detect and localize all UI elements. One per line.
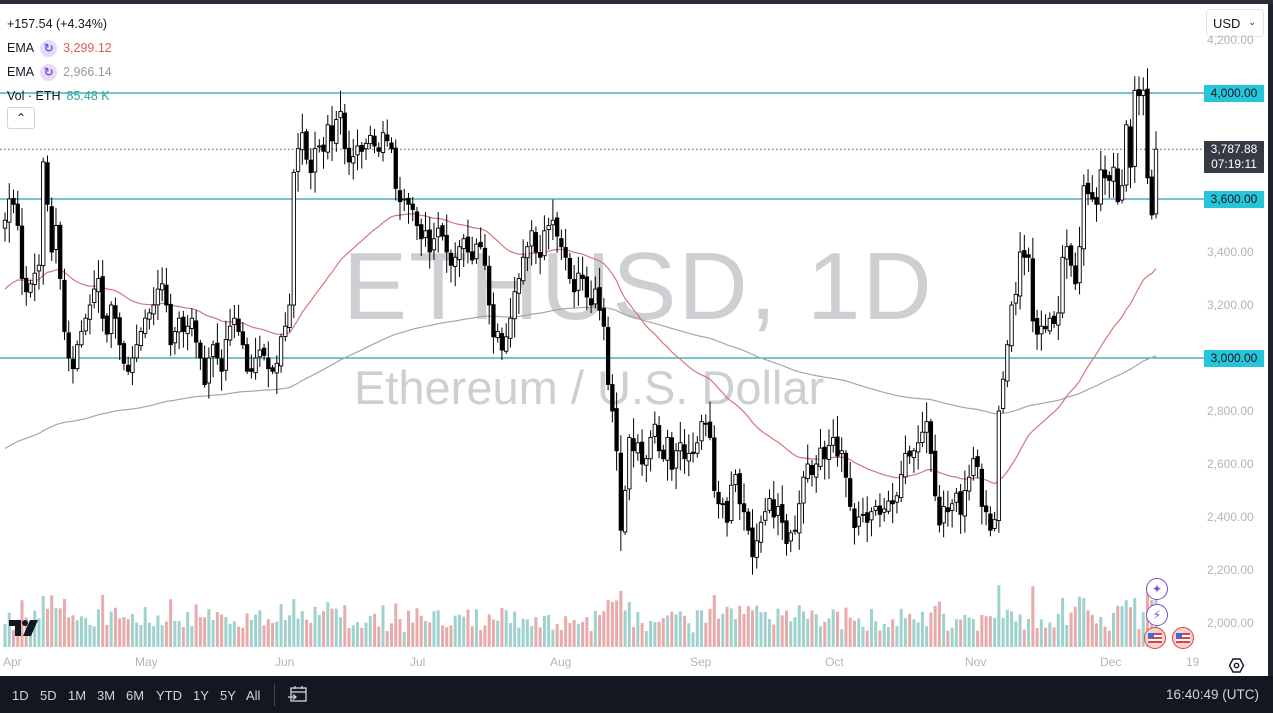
time-axis-label: Jul [410,655,426,669]
currency-select[interactable]: USD ⌄ [1206,9,1264,37]
tradingview-logo[interactable] [9,620,39,641]
ema1-label: EMA [7,41,35,55]
bottom-toolbar: 1D 5D 1M 3M 6M YTD 1Y 5Y All 16:40:49 (UTC) [0,676,1273,713]
legend-change-row: +157.54 (+4.34%) [7,12,112,36]
time-axis-label: May [135,655,158,669]
ideas-icon[interactable]: ✦ [1146,578,1168,600]
time-axis-label: 19 [1186,655,1200,669]
refresh-icon[interactable]: ↻ [40,63,58,81]
settings-gear-icon[interactable] [1228,657,1245,674]
watermark-subtitle: Ethereum / U.S. Dollar [354,361,825,414]
range-button-ytd[interactable]: YTD [156,688,182,703]
current-price: 3,787.88 [1210,142,1258,157]
range-button-5y[interactable]: 5Y [220,688,236,703]
volume-value: 85.48 K [66,89,110,103]
time-axis-label: Sep [690,655,712,669]
range-button-1y[interactable]: 1Y [193,688,209,703]
time-axis-label: Aug [550,655,572,669]
chevron-up-icon: ⌃ [15,111,27,125]
go-to-date-icon[interactable] [288,685,308,703]
price-axis-label: 2,000.00 [1207,616,1254,630]
price-axis-label: 2,200.00 [1207,563,1254,577]
level-price-tag: 4,000.00 [1204,85,1264,102]
bar-countdown: 07:19:11 [1211,157,1257,172]
price-change: +157.54 (+4.34%) [7,17,108,31]
us-flag-event-icon[interactable] [1172,627,1194,649]
price-chart-canvas[interactable] [0,4,1268,676]
range-button-1d[interactable]: 1D [12,688,29,703]
time-axis-label: Dec [1100,655,1122,669]
ema2-value: 2,966.14 [63,65,112,79]
toolbar-divider [274,684,275,706]
legend-ema2-row[interactable]: EMA ↻ 2,966.14 [7,60,112,84]
ema1-value: 3,299.12 [63,41,112,55]
time-axis-label: Apr [3,655,22,669]
chevron-down-icon: ⌄ [1248,17,1256,27]
lightning-event-icon[interactable]: ⚡ [1146,604,1168,626]
time-axis-label: Nov [965,655,987,669]
range-button-all[interactable]: All [246,688,261,703]
legend-volume-row[interactable]: Vol · ETH 85.48 K [7,84,112,108]
us-flag-event-icon[interactable] [1144,627,1166,649]
legend-ema1-row[interactable]: EMA ↻ 3,299.12 [7,36,112,60]
chart-pane[interactable]: ETHUSD, 1D Ethereum / U.S. Dollar +157.5… [0,4,1268,676]
collapse-legend-button[interactable]: ⌃ [7,107,35,129]
price-axis-label: 2,800.00 [1207,404,1254,418]
ema2-label: EMA [7,65,35,79]
price-axis-label: 3,400.00 [1207,245,1254,259]
price-axis-label: 2,600.00 [1207,457,1254,471]
level-price-tag: 3,000.00 [1204,350,1264,367]
level-price-tag: 3,600.00 [1204,191,1264,208]
price-axis-label: 2,400.00 [1207,510,1254,524]
utc-clock[interactable]: 16:40:49 (UTC) [1165,687,1259,702]
refresh-icon[interactable]: ↻ [40,39,58,57]
price-axis-label: 3,200.00 [1207,298,1254,312]
range-button-6m[interactable]: 6M [126,688,145,703]
watermark-title: ETHUSD, 1D [343,233,934,340]
time-axis-label: Jun [275,655,295,669]
range-button-3m[interactable]: 3M [97,688,116,703]
indicator-legend: +157.54 (+4.34%) EMA ↻ 3,299.12 EMA ↻ 2,… [7,12,112,108]
range-button-1m[interactable]: 1M [68,688,87,703]
current-price-tag: 3,787.88 07:19:11 [1204,141,1264,174]
volume-label: Vol · ETH [7,89,61,103]
range-button-5d[interactable]: 5D [40,688,57,703]
price-axis-label: 4,200.00 [1207,33,1254,47]
top-border [0,0,1273,4]
time-axis-label: Oct [825,655,844,669]
currency-value: USD [1213,15,1241,31]
